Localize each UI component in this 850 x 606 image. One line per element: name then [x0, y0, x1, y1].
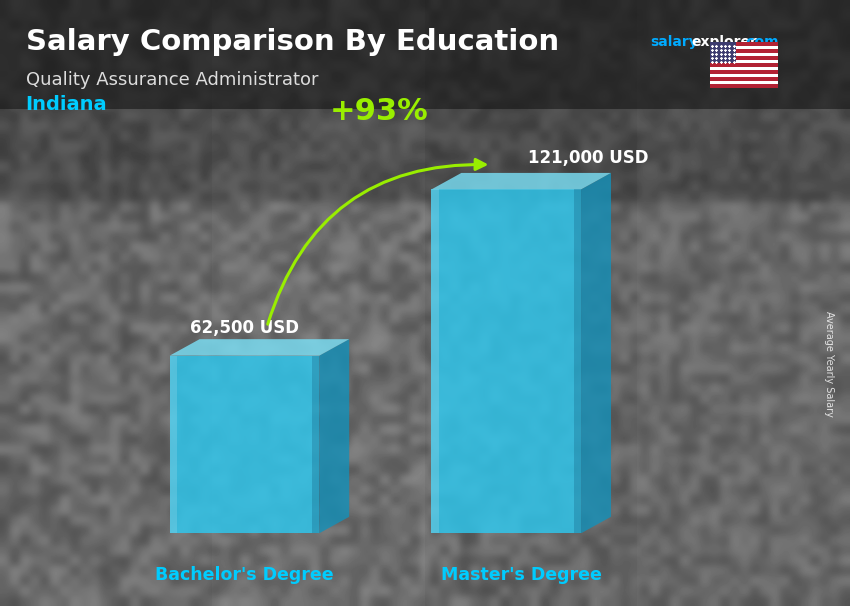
Text: +93%: +93% — [330, 96, 428, 125]
Polygon shape — [170, 339, 349, 356]
Bar — [710, 67, 778, 70]
Bar — [710, 46, 778, 50]
Text: .com: .com — [742, 35, 779, 50]
Bar — [710, 81, 778, 84]
Bar — [710, 53, 778, 56]
Text: Salary Comparison By Education: Salary Comparison By Education — [26, 28, 558, 56]
Bar — [710, 78, 778, 81]
Polygon shape — [312, 356, 320, 533]
Bar — [710, 84, 778, 88]
Polygon shape — [432, 173, 611, 190]
Text: explorer: explorer — [691, 35, 756, 50]
Text: Quality Assurance Administrator: Quality Assurance Administrator — [26, 71, 318, 89]
Bar — [710, 42, 778, 46]
Text: salary: salary — [650, 35, 698, 50]
Polygon shape — [581, 173, 611, 533]
Bar — [710, 70, 778, 74]
Text: Average Yearly Salary: Average Yearly Salary — [824, 311, 834, 416]
Text: 62,500 USD: 62,500 USD — [190, 319, 299, 337]
Polygon shape — [432, 190, 581, 533]
Bar — [710, 60, 778, 64]
Bar — [710, 42, 735, 64]
Bar — [710, 56, 778, 60]
Text: 121,000 USD: 121,000 USD — [529, 148, 649, 167]
Bar — [710, 74, 778, 78]
Text: Master's Degree: Master's Degree — [441, 566, 602, 584]
Polygon shape — [320, 339, 349, 533]
Text: Indiana: Indiana — [26, 95, 107, 115]
Polygon shape — [170, 356, 177, 533]
Text: Bachelor's Degree: Bachelor's Degree — [156, 566, 334, 584]
Bar — [710, 50, 778, 53]
Bar — [710, 64, 778, 67]
Polygon shape — [170, 356, 320, 533]
Polygon shape — [432, 190, 439, 533]
Polygon shape — [574, 190, 581, 533]
